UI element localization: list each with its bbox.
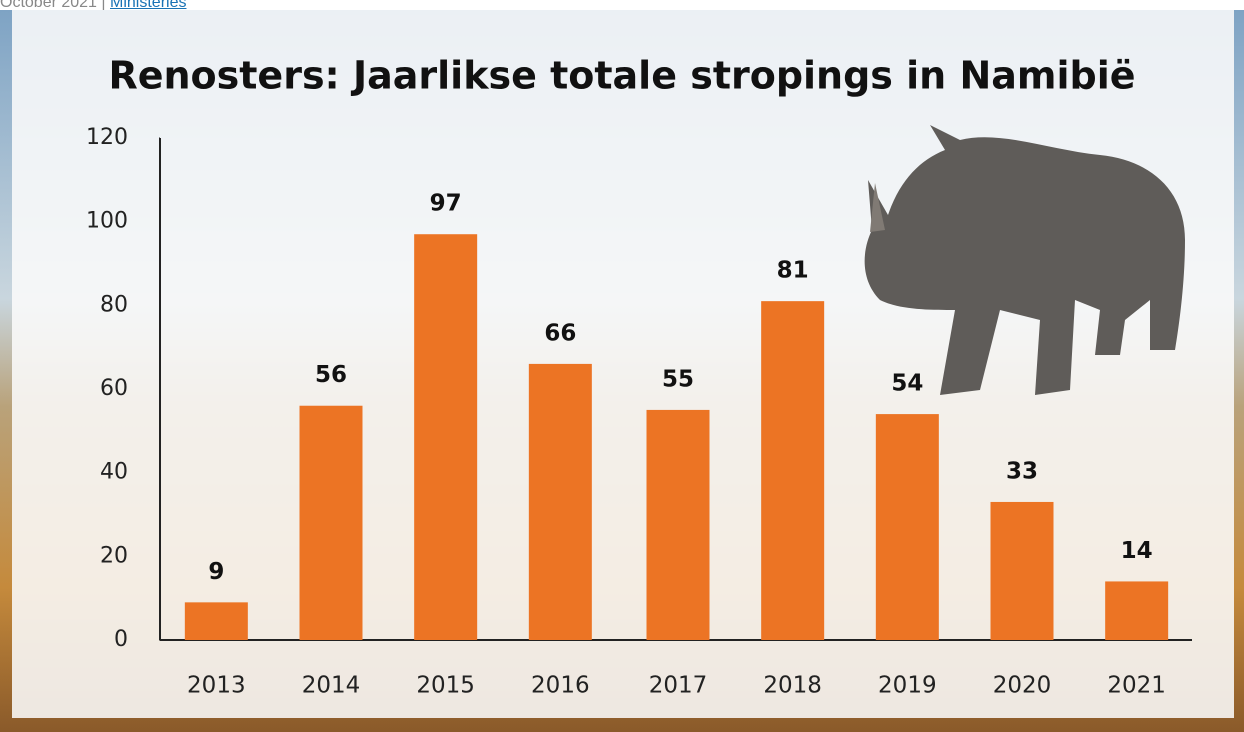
bar bbox=[414, 234, 478, 640]
value-label: 33 bbox=[1006, 458, 1038, 484]
y-tick-label: 0 bbox=[114, 627, 128, 652]
date: October 2021 | bbox=[0, 0, 106, 11]
bar bbox=[1105, 581, 1169, 640]
y-tick-label: 120 bbox=[86, 125, 128, 150]
x-tick-label: 2013 bbox=[187, 673, 246, 699]
y-tick-label: 40 bbox=[100, 460, 128, 485]
y-tick-label: 60 bbox=[100, 376, 128, 401]
value-label: 81 bbox=[777, 258, 809, 284]
x-tick-label: 2017 bbox=[649, 673, 708, 699]
bar bbox=[528, 363, 592, 640]
rhino-illustration bbox=[864, 125, 1185, 395]
x-tick-label: 2016 bbox=[531, 673, 590, 699]
bar bbox=[990, 501, 1054, 640]
x-tick-label: 2021 bbox=[1107, 673, 1166, 699]
value-label: 66 bbox=[544, 320, 576, 346]
y-tick-label: 100 bbox=[86, 209, 128, 234]
y-tick-label: 20 bbox=[100, 543, 128, 568]
value-label: 56 bbox=[315, 362, 347, 388]
source-line: October 2021 | Ministeries bbox=[0, 0, 186, 12]
value-label: 9 bbox=[208, 559, 224, 585]
value-label: 14 bbox=[1121, 538, 1153, 564]
value-label: 54 bbox=[891, 371, 923, 397]
x-tick-label: 2019 bbox=[878, 673, 937, 699]
x-tick-label: 2018 bbox=[763, 673, 822, 699]
bar bbox=[646, 409, 710, 640]
x-tick-label: 2015 bbox=[416, 673, 475, 699]
value-label: 97 bbox=[430, 191, 462, 217]
bar bbox=[761, 301, 825, 640]
bar bbox=[875, 414, 939, 640]
bar bbox=[184, 602, 248, 640]
value-label: 55 bbox=[662, 366, 694, 392]
y-tick-label: 80 bbox=[100, 292, 128, 317]
source-link[interactable]: Ministeries bbox=[110, 0, 187, 11]
bar bbox=[299, 405, 363, 640]
x-tick-label: 2014 bbox=[302, 673, 361, 699]
x-tick-label: 2020 bbox=[993, 673, 1052, 699]
chart-title: Renosters: Jaarlikse totale stropings in… bbox=[108, 54, 1135, 98]
